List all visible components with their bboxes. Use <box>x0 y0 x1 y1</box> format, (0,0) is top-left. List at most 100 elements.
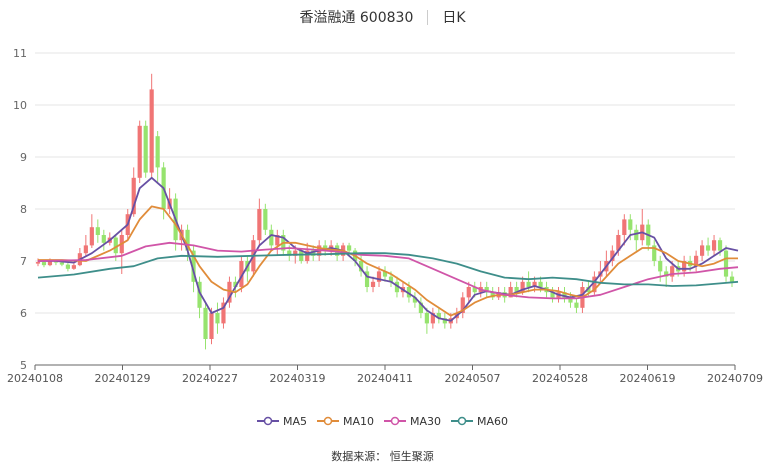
moving-average-lines <box>37 176 739 322</box>
candle-body <box>466 287 471 298</box>
candle-body <box>532 281 537 287</box>
ma30-line <box>37 241 739 300</box>
candle-body <box>729 276 735 282</box>
candle-body <box>227 281 232 303</box>
candle-body <box>269 229 274 246</box>
y-tick-label: 5 <box>20 359 27 372</box>
candle-body <box>95 227 100 235</box>
legend-item-ma10[interactable]: MA10 <box>316 414 374 428</box>
candle-body <box>406 287 412 298</box>
y-tick-label: 9 <box>20 151 27 164</box>
candle-body <box>41 262 47 266</box>
candle-body <box>311 250 316 256</box>
ma10-line <box>38 205 738 317</box>
candle-body <box>113 237 118 254</box>
legend-label: MA30 <box>410 414 442 428</box>
candle-body <box>293 250 298 256</box>
candle-body <box>711 240 717 251</box>
legend-label: MA10 <box>342 414 374 428</box>
candle-body <box>664 271 669 277</box>
candle-body <box>275 235 280 246</box>
candle-body <box>694 255 699 267</box>
candle-body <box>526 281 531 287</box>
candle-body <box>700 245 705 256</box>
candle-body <box>47 261 53 266</box>
candle-body <box>65 264 70 269</box>
candlestick-chart: 5 6 7 8 9 10 11 20240108 20240129 20240227 2024031… <box>7 47 763 385</box>
candle-body <box>418 302 423 313</box>
x-tick-label: 20240507 <box>445 372 501 385</box>
legend-item-ma5[interactable]: MA5 <box>256 414 307 428</box>
legend-swatch-icon <box>384 416 406 426</box>
candle-body <box>568 297 573 303</box>
candle-body <box>299 250 304 261</box>
candle-body <box>436 313 441 319</box>
candle-body <box>538 281 543 287</box>
candle-body <box>717 240 723 251</box>
x-tick-label: 20240709 <box>707 372 763 385</box>
candle-body <box>197 281 202 308</box>
candle-body <box>149 89 154 173</box>
candle-body <box>101 235 106 243</box>
candle-body <box>263 209 268 230</box>
candle-body <box>430 313 435 324</box>
ma5-line <box>38 176 739 322</box>
x-tick-label: 20240619 <box>620 372 676 385</box>
candle-body <box>628 219 633 230</box>
candle-body <box>305 250 310 261</box>
candle-body <box>682 261 687 272</box>
legend-item-ma30[interactable]: MA30 <box>384 415 441 428</box>
legend-label: MA60 <box>477 414 509 428</box>
legend-swatch-icon <box>451 416 474 426</box>
candle-body <box>460 297 465 313</box>
chart-header: 香溢融通 600830 日K <box>0 6 765 28</box>
y-tick-label: 7 <box>20 255 27 268</box>
x-tick-label: 20240108 <box>7 372 63 385</box>
data-source: 数据来源： 恒生聚源 <box>331 450 434 463</box>
candle-body <box>203 307 208 339</box>
candle-body <box>59 262 65 265</box>
legend-swatch-icon <box>316 416 339 426</box>
legend-item-ma60[interactable]: MA60 <box>451 415 508 428</box>
period-label: 日K <box>442 10 466 26</box>
candle-body <box>257 209 262 241</box>
ma60-line <box>37 252 739 287</box>
candle-body <box>610 250 615 261</box>
candle-body <box>131 177 136 215</box>
candle-body <box>347 245 352 251</box>
candle-body <box>574 302 579 308</box>
title-divider <box>427 9 429 25</box>
candle-body <box>89 227 94 246</box>
candle-body <box>376 271 382 282</box>
candle-body <box>723 250 729 277</box>
candle-body <box>484 287 489 293</box>
candle-body <box>233 281 238 287</box>
axes: 5 6 7 8 9 10 11 20240108 20240129 20240227 2024031… <box>7 47 763 385</box>
candle-body <box>143 125 148 173</box>
candle-body <box>412 297 418 303</box>
candle-body <box>508 287 513 298</box>
legend: MA5 MA10 MA30 MA60 <box>0 411 765 431</box>
candle-body <box>652 245 657 261</box>
candle-body <box>622 219 627 235</box>
candle-body <box>634 229 639 241</box>
candle-body <box>592 276 597 293</box>
candle-body <box>191 250 196 282</box>
candle-body <box>382 271 388 277</box>
candle-body <box>514 287 519 293</box>
candle-body <box>364 271 370 287</box>
candle-body <box>215 313 220 324</box>
candle-body <box>705 245 711 251</box>
candle-body <box>287 250 292 256</box>
chart-title: 香溢融通 600830 <box>299 10 414 26</box>
candle-body <box>472 287 477 293</box>
candle-body <box>137 125 142 178</box>
legend-label: MA5 <box>282 414 307 428</box>
candle-body <box>424 313 429 324</box>
candle-body <box>83 245 88 254</box>
candle-body <box>520 281 525 293</box>
y-tick-label: 8 <box>20 203 27 216</box>
candle-body <box>35 262 41 264</box>
candle-body <box>71 265 76 269</box>
